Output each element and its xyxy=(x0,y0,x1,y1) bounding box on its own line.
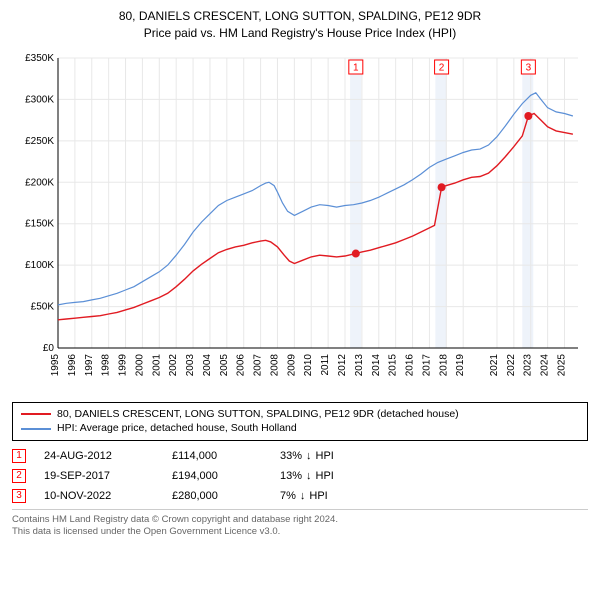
sales-row: 3 10-NOV-2022 £280,000 7%↓HPI xyxy=(12,489,588,503)
legend-swatch xyxy=(21,413,51,415)
x-tick-label: 2011 xyxy=(320,353,331,375)
x-tick-label: 2001 xyxy=(151,353,162,376)
title-line-2: Price paid vs. HM Land Registry's House … xyxy=(12,25,588,42)
x-tick-label: 2010 xyxy=(303,353,314,376)
sales-date: 24-AUG-2012 xyxy=(44,450,154,462)
sales-row: 1 24-AUG-2012 £114,000 33%↓HPI xyxy=(12,449,588,463)
down-arrow-icon: ↓ xyxy=(306,450,312,462)
sales-date: 10-NOV-2022 xyxy=(44,490,154,502)
x-tick-label: 2005 xyxy=(219,353,230,376)
legend-row: 80, DANIELS CRESCENT, LONG SUTTON, SPALD… xyxy=(21,407,579,422)
sales-row: 2 19-SEP-2017 £194,000 13%↓HPI xyxy=(12,469,588,483)
legend-label: 80, DANIELS CRESCENT, LONG SUTTON, SPALD… xyxy=(57,407,459,422)
x-tick-label: 2018 xyxy=(438,353,449,376)
x-tick-label: 1995 xyxy=(50,353,61,376)
x-tick-label: 2003 xyxy=(185,353,196,376)
sale-band xyxy=(435,58,446,348)
series-hpi xyxy=(58,92,573,304)
sales-marker: 3 xyxy=(12,489,26,503)
sale-dot xyxy=(524,112,532,120)
x-tick-label: 2012 xyxy=(337,353,348,376)
sales-price: £194,000 xyxy=(172,470,262,482)
x-tick-label: 2015 xyxy=(388,353,399,376)
x-tick-label: 2017 xyxy=(421,353,432,376)
x-tick-label: 2022 xyxy=(506,353,517,376)
x-tick-label: 2019 xyxy=(455,353,466,376)
x-tick-label: 2014 xyxy=(371,353,382,376)
x-tick-label: 2025 xyxy=(556,353,567,376)
x-tick-label: 1996 xyxy=(67,353,78,376)
down-arrow-icon: ↓ xyxy=(300,490,306,502)
x-tick-label: 1997 xyxy=(84,353,95,376)
footer-line-2: This data is licensed under the Open Gov… xyxy=(12,526,588,538)
x-tick-label: 1998 xyxy=(101,353,112,376)
footer-line-1: Contains HM Land Registry data © Crown c… xyxy=(12,514,588,526)
sale-marker-number: 1 xyxy=(353,62,359,73)
x-tick-label: 2000 xyxy=(134,353,145,376)
title-line-1: 80, DANIELS CRESCENT, LONG SUTTON, SPALD… xyxy=(12,8,588,25)
sales-marker: 2 xyxy=(12,469,26,483)
x-tick-label: 2021 xyxy=(489,353,500,376)
x-tick-label: 2008 xyxy=(269,353,280,376)
footer-block: Contains HM Land Registry data © Crown c… xyxy=(12,509,588,539)
y-tick-label: £100K xyxy=(25,260,54,271)
x-tick-label: 2024 xyxy=(540,353,551,376)
sales-price: £280,000 xyxy=(172,490,262,502)
y-tick-label: £50K xyxy=(31,301,55,312)
y-tick-label: £250K xyxy=(25,135,54,146)
x-tick-label: 2009 xyxy=(286,353,297,376)
y-tick-label: £350K xyxy=(25,53,54,64)
x-tick-label: 2013 xyxy=(354,353,365,376)
chart-svg: £0 £50K £100K £150K £200K £250K £300K £350K 1995… xyxy=(12,48,588,398)
sales-diff: 7%↓HPI xyxy=(280,490,328,502)
x-tick-label: 2004 xyxy=(202,353,213,376)
chart-container: 80, DANIELS CRESCENT, LONG SUTTON, SPALD… xyxy=(0,0,600,590)
sales-diff: 13%↓HPI xyxy=(280,470,334,482)
series-property xyxy=(58,113,573,319)
sales-table: 1 24-AUG-2012 £114,000 33%↓HPI 2 19-SEP-2017 £… xyxy=(12,449,588,503)
sale-marker-number: 3 xyxy=(526,62,532,73)
sales-marker: 1 xyxy=(12,449,26,463)
sales-price: £114,000 xyxy=(172,450,262,462)
x-tick-label: 2016 xyxy=(405,353,416,376)
chart-area: £0 £50K £100K £150K £200K £250K £300K £350K 1995… xyxy=(12,48,588,398)
sale-dot xyxy=(352,249,360,257)
legend-box: 80, DANIELS CRESCENT, LONG SUTTON, SPALD… xyxy=(12,402,588,441)
sale-dot xyxy=(438,183,446,191)
x-tick-label: 1999 xyxy=(118,353,129,376)
down-arrow-icon: ↓ xyxy=(306,470,312,482)
y-tick-label: £200K xyxy=(25,177,54,188)
x-tick-label: 2023 xyxy=(523,353,534,376)
sale-marker-number: 2 xyxy=(439,62,445,73)
x-tick-label: 2007 xyxy=(253,353,264,376)
sales-date: 19-SEP-2017 xyxy=(44,470,154,482)
legend-row: HPI: Average price, detached house, Sout… xyxy=(21,421,579,436)
legend-swatch xyxy=(21,428,51,430)
y-tick-label: £300K xyxy=(25,94,54,105)
y-tick-label: £0 xyxy=(43,343,55,354)
sales-diff: 33%↓HPI xyxy=(280,450,334,462)
legend-label: HPI: Average price, detached house, Sout… xyxy=(57,421,297,436)
x-tick-label: 2002 xyxy=(168,353,179,376)
x-tick-label: 2006 xyxy=(236,353,247,376)
y-tick-label: £150K xyxy=(25,218,54,229)
title-block: 80, DANIELS CRESCENT, LONG SUTTON, SPALD… xyxy=(12,8,588,42)
